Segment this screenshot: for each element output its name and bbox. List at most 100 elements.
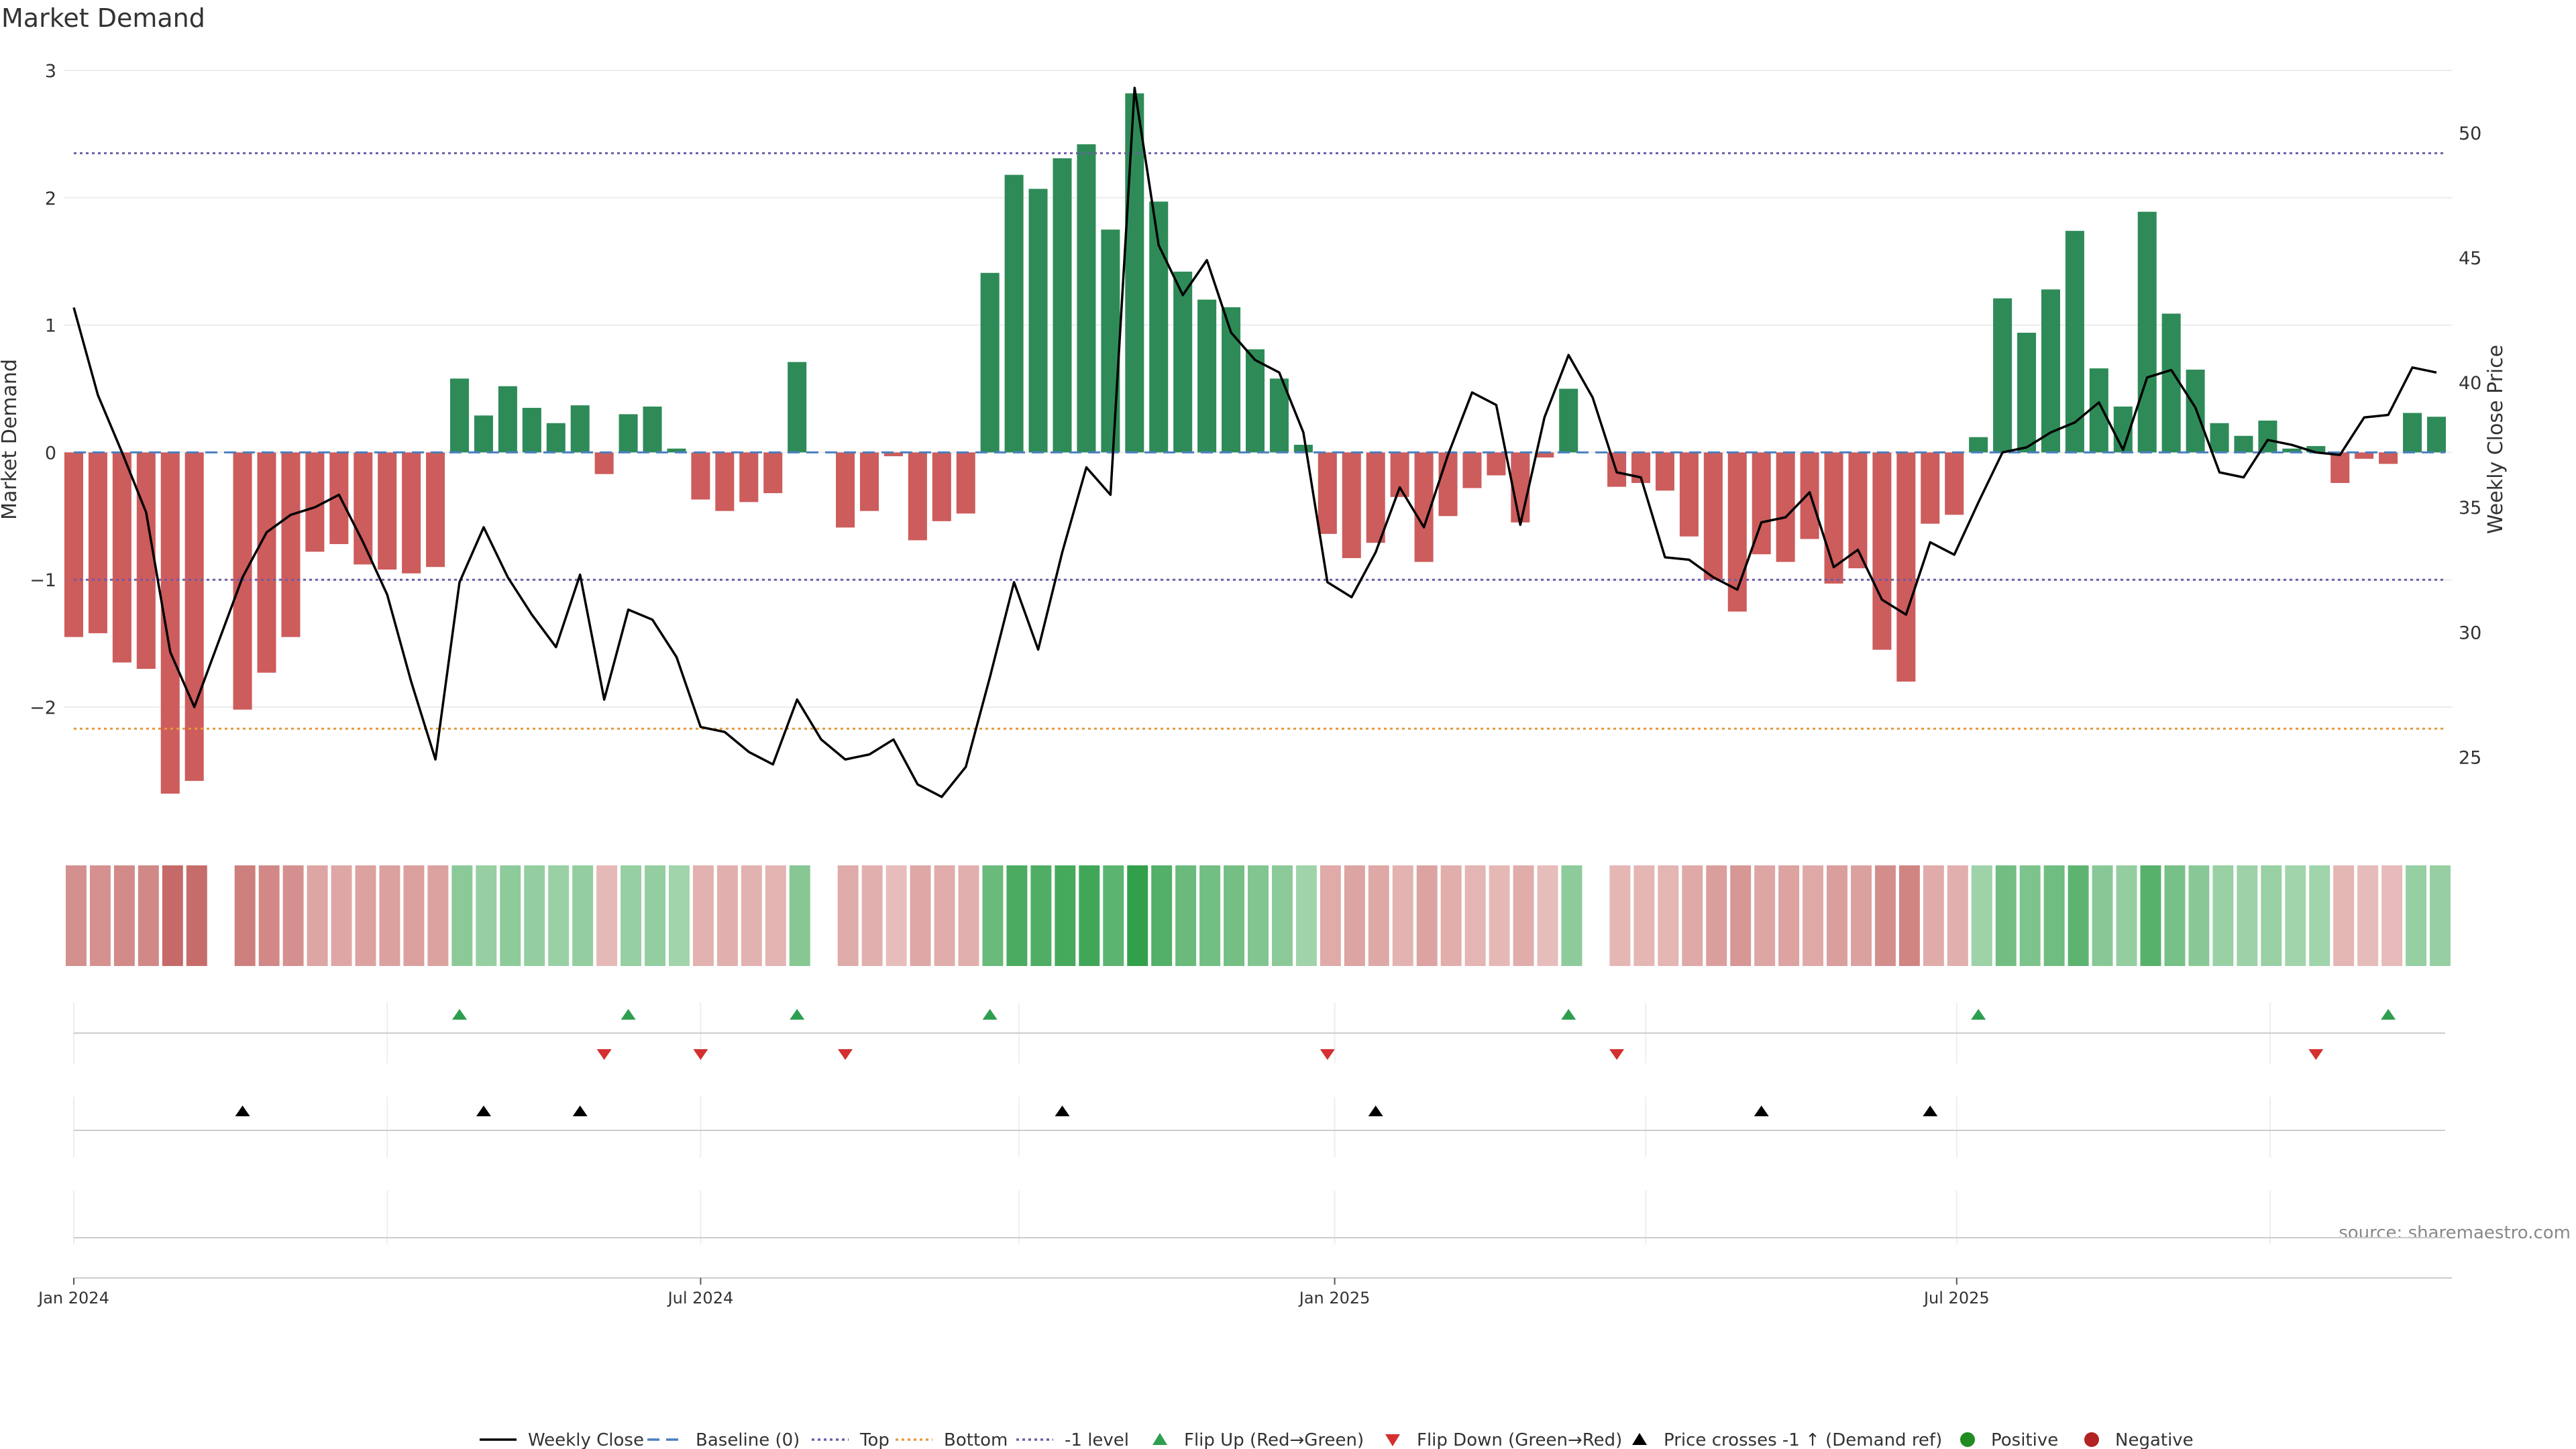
- heat-cell: [2237, 865, 2258, 966]
- bar-negative: [281, 452, 301, 637]
- bar-positive: [2186, 370, 2205, 453]
- flip-down-marker: [1320, 1049, 1335, 1060]
- heat-cell: [258, 865, 280, 966]
- bar-negative: [1776, 452, 1795, 562]
- flip-down-marker: [693, 1049, 708, 1060]
- bar-negative: [1896, 452, 1916, 682]
- flip-up-marker: [621, 1009, 636, 1020]
- bar-positive: [2041, 289, 2060, 453]
- heat-cell: [1392, 865, 1413, 966]
- heat-cell: [1803, 865, 1824, 966]
- flip-down-marker: [2308, 1049, 2324, 1060]
- bar-negative: [1462, 452, 1482, 488]
- legend-label: Flip Up (Red→Green): [1184, 1430, 1364, 1449]
- bar-positive: [1993, 298, 2012, 453]
- y2-tick-label: 35: [2459, 498, 2481, 519]
- bar-negative: [1945, 452, 1964, 515]
- bar-negative: [1438, 452, 1458, 517]
- heat-cell: [1320, 865, 1341, 966]
- y-tick-label: −2: [30, 698, 56, 718]
- heat-cell: [2261, 865, 2282, 966]
- bar-positive: [788, 362, 807, 453]
- heat-cell: [2381, 865, 2403, 966]
- heat-cell: [186, 865, 207, 966]
- heat-cell: [861, 865, 883, 966]
- bar-negative: [233, 452, 252, 710]
- price-cross-marker: [1754, 1106, 1769, 1116]
- heat-cell: [1971, 865, 1992, 966]
- y2-tick-label: 25: [2459, 747, 2481, 768]
- demand-bars: [64, 93, 2447, 794]
- bar-negative: [715, 452, 735, 511]
- bar-positive: [1559, 388, 1578, 453]
- legend-label: Flip Down (Green→Red): [1417, 1430, 1622, 1449]
- weekly-close-series: [72, 87, 2437, 798]
- bar-positive: [1028, 189, 1048, 453]
- price-cross-marker: [476, 1106, 491, 1116]
- y2-axis-ticks: 25 30 35 40 45 50: [2459, 123, 2481, 768]
- bar-negative: [1921, 452, 1940, 524]
- heat-cell: [645, 865, 665, 966]
- bar-negative: [1679, 452, 1699, 537]
- bar-negative: [739, 452, 759, 502]
- legend-label: Negative: [2115, 1430, 2194, 1449]
- bar-positive: [2017, 332, 2037, 453]
- bar-negative: [1342, 452, 1361, 558]
- bar-positive: [1101, 229, 1120, 453]
- heat-cell: [2043, 865, 2065, 966]
- bar-negative: [956, 452, 975, 514]
- heat-cell: [958, 865, 979, 966]
- heat-cell: [1851, 865, 1872, 966]
- heat-cell: [524, 865, 545, 966]
- bar-negative: [1535, 452, 1554, 458]
- source-note: source: sharemaestro.com: [2339, 1223, 2571, 1243]
- price-cross-marker: [572, 1106, 588, 1116]
- heat-cell: [1464, 865, 1486, 966]
- heat-cell: [331, 865, 352, 966]
- heat-cell: [1006, 865, 1028, 966]
- heat-cell: [1271, 865, 1293, 966]
- legend-label: -1 level: [1065, 1430, 1129, 1449]
- heat-cell: [621, 865, 642, 966]
- weekly-close-line: [72, 87, 2437, 798]
- y-tick-label: −1: [30, 570, 56, 591]
- heat-cell: [982, 865, 1004, 966]
- heat-cell: [234, 865, 256, 966]
- heat-cell: [1561, 865, 1582, 966]
- bar-positive: [2161, 313, 2181, 453]
- heat-cell: [355, 865, 376, 966]
- heat-cell: [89, 865, 111, 966]
- bar-positive: [980, 272, 1000, 453]
- legend-label: Positive: [1991, 1430, 2058, 1449]
- heat-cell: [837, 865, 859, 966]
- bar-positive: [1245, 349, 1265, 453]
- heat-cell: [596, 865, 618, 966]
- bar-positive: [1053, 158, 1072, 453]
- heat-cell: [1248, 865, 1269, 966]
- heat-cell: [1103, 865, 1124, 966]
- bar-positive: [522, 407, 541, 453]
- heat-cell: [162, 865, 183, 966]
- heat-cell: [1874, 865, 1896, 966]
- bar-positive: [1293, 445, 1313, 453]
- heat-cell: [1827, 865, 1848, 966]
- bar-negative: [136, 452, 156, 669]
- heat-cell: [66, 865, 87, 966]
- bar-positive: [570, 405, 590, 453]
- y2-tick-label: 40: [2459, 373, 2481, 394]
- heat-cell: [2164, 865, 2186, 966]
- chart-title: Market Demand: [1, 3, 205, 33]
- heat-cell: [1898, 865, 1920, 966]
- flip-up-marker: [2381, 1009, 2396, 1020]
- bar-negative: [2330, 452, 2350, 483]
- flip-down-marker: [838, 1049, 853, 1060]
- heat-cell: [451, 865, 473, 966]
- bar-positive: [498, 386, 517, 453]
- bar-positive: [2403, 413, 2422, 453]
- bar-positive: [2306, 445, 2326, 453]
- heat-cell: [1537, 865, 1558, 966]
- heat-cell: [476, 865, 497, 966]
- bar-positive: [2234, 435, 2253, 453]
- bar-negative: [354, 452, 373, 565]
- heat-cell: [741, 865, 762, 966]
